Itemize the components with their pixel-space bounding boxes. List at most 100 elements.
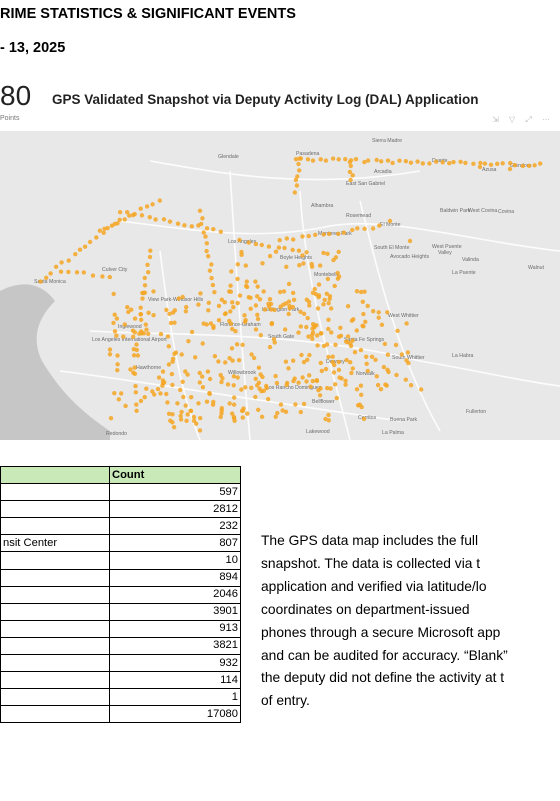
gps-point (350, 173, 355, 178)
gps-point (58, 269, 64, 274)
map-place-label: Culver City (102, 267, 128, 273)
gps-point (267, 344, 273, 350)
gps-point (66, 258, 71, 263)
gps-point (232, 395, 237, 400)
gps-point (532, 163, 537, 168)
map-place-label: East San Gabriel (346, 181, 385, 187)
gps-point (249, 352, 254, 357)
gps-point (382, 341, 388, 347)
gps-point (379, 322, 385, 327)
gps-point (359, 404, 364, 410)
gps-point (167, 311, 172, 316)
gps-point (127, 213, 132, 218)
gps-point (74, 270, 80, 275)
gps-point (318, 157, 323, 162)
gps-point (507, 166, 513, 172)
gps-point (244, 279, 249, 284)
gps-point (420, 161, 425, 166)
gps-point (140, 290, 145, 296)
gps-point (272, 340, 277, 345)
gps-point (87, 239, 93, 245)
gps-point (395, 328, 400, 333)
gps-point (112, 329, 118, 334)
gps-map[interactable]: Glendale Pasadena Sierra Madre Arcadia Duart… (0, 131, 560, 440)
gps-point (209, 275, 214, 281)
gps-point (376, 315, 381, 320)
table-cell-activity (0, 568, 110, 587)
gps-point (143, 322, 148, 327)
gps-point (139, 213, 145, 218)
gps-point (255, 316, 261, 322)
gps-point (526, 163, 532, 168)
gps-point (222, 300, 227, 305)
gps-point (115, 362, 120, 367)
gps-point (361, 311, 366, 317)
gps-point (327, 231, 332, 237)
gps-point (419, 387, 424, 392)
gps-point (135, 353, 141, 358)
gps-point (158, 391, 163, 396)
gps-point (189, 224, 194, 229)
gps-point (286, 281, 292, 287)
gps-point (326, 354, 331, 360)
gps-point (53, 264, 59, 269)
gps-point (218, 372, 223, 378)
gps-point (144, 204, 150, 209)
table-cell-activity (0, 517, 110, 536)
gps-point (107, 347, 113, 352)
table-row: 3901 (0, 602, 241, 621)
gps-point (245, 411, 250, 416)
gps-point (189, 395, 194, 400)
table-header-row: Count (0, 465, 241, 485)
gps-point (403, 159, 409, 164)
gps-point (336, 231, 341, 236)
gps-point (354, 328, 359, 333)
gps-point (161, 217, 167, 222)
gps-point (132, 316, 138, 321)
gps-point (397, 158, 402, 163)
map-place-label: Rosemead (346, 213, 371, 219)
gps-point (306, 334, 311, 339)
map-place-label: Downey (326, 359, 345, 365)
gps-point (255, 284, 260, 289)
table-cell-count: 17080 (109, 705, 241, 724)
map-place-label: Los Angeles (228, 239, 257, 245)
gps-point (370, 226, 376, 231)
gps-point (377, 223, 382, 228)
gps-point (194, 421, 199, 426)
gps-point (408, 160, 414, 165)
gps-point (310, 290, 316, 295)
gps-point (330, 156, 336, 161)
gps-point (206, 308, 211, 313)
gps-point (200, 216, 205, 221)
gps-point (323, 158, 329, 163)
gps-point (170, 412, 175, 417)
gps-point (478, 160, 483, 166)
gps-point (369, 354, 375, 359)
gps-point (349, 370, 354, 376)
gps-point (231, 383, 236, 388)
gps-point (348, 343, 354, 349)
gps-point (297, 263, 302, 268)
gps-point (131, 353, 137, 358)
map-toolbar-icons[interactable]: ⇲ ▽ ⤢ ⋯ (492, 115, 554, 124)
gps-point (292, 190, 297, 195)
paragraph-line: snapshot. The data is collected via t (261, 555, 481, 571)
gps-point (227, 401, 232, 406)
gps-point (151, 313, 156, 318)
gps-point (273, 373, 278, 379)
gps-point (322, 297, 327, 303)
gps-point (117, 210, 123, 215)
gps-point (273, 414, 278, 419)
gps-point (216, 303, 222, 309)
page-date: - 13, 2025 (0, 40, 66, 56)
gps-point (204, 226, 210, 231)
gps-point (248, 306, 253, 311)
map-place-label: Pasadena (296, 151, 319, 157)
gps-point (379, 159, 384, 164)
gps-point (186, 339, 191, 344)
gps-point (297, 168, 302, 173)
map-title: GPS Validated Snapshot via Deputy Activi… (52, 92, 479, 107)
gps-point (399, 352, 404, 357)
gps-point (451, 159, 456, 165)
